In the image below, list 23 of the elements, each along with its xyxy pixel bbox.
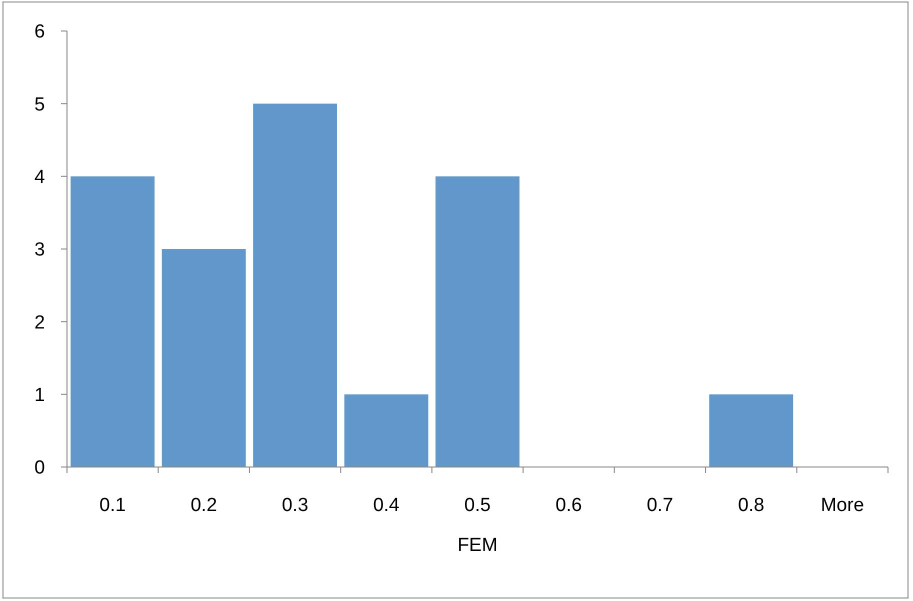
bar — [70, 176, 155, 467]
x-tick-label: 0.8 — [738, 495, 764, 516]
x-axis-title: FEM — [457, 535, 498, 556]
bar — [344, 394, 428, 467]
x-tick-label: 0.5 — [464, 495, 491, 516]
x-tick-label: 0.3 — [282, 495, 308, 516]
bar — [162, 249, 246, 467]
y-tick-label: 4 — [34, 166, 46, 188]
x-tick-label: 0.4 — [373, 495, 400, 516]
x-tick-label: 0.6 — [556, 495, 582, 516]
y-tick-label: 0 — [34, 458, 45, 479]
bar — [253, 104, 338, 467]
y-tick-label: 1 — [34, 384, 45, 406]
y-tick-label: 5 — [34, 94, 45, 116]
x-tick-label: 0.1 — [99, 495, 126, 516]
y-tick-label: 2 — [34, 312, 45, 334]
bar — [436, 176, 520, 467]
y-tick-label: 6 — [34, 22, 45, 43]
x-tick-label: More — [820, 495, 864, 516]
bar — [709, 394, 794, 467]
x-tick-label: 0.2 — [190, 495, 218, 516]
x-tick-label: 0.7 — [646, 495, 674, 516]
y-tick-label: 3 — [34, 240, 45, 261]
